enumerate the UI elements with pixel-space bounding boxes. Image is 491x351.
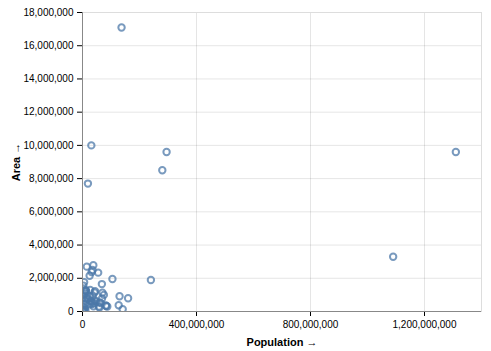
svg-text:4,000,000: 4,000,000	[29, 239, 74, 250]
svg-text:16,000,000: 16,000,000	[23, 40, 73, 51]
svg-text:10,000,000: 10,000,000	[23, 140, 73, 151]
svg-text:0: 0	[80, 319, 86, 330]
svg-text:Population →: Population →	[247, 336, 318, 348]
svg-text:18,000,000: 18,000,000	[23, 7, 73, 18]
svg-text:800,000,000: 800,000,000	[283, 319, 339, 330]
svg-text:14,000,000: 14,000,000	[23, 73, 73, 84]
svg-text:6,000,000: 6,000,000	[29, 206, 74, 217]
svg-text:2,000,000: 2,000,000	[29, 272, 74, 283]
svg-text:0: 0	[68, 306, 74, 317]
svg-text:12,000,000: 12,000,000	[23, 106, 73, 117]
svg-text:400,000,000: 400,000,000	[169, 319, 225, 330]
svg-text:Area →: Area →	[10, 143, 22, 182]
svg-text:1,200,000,000: 1,200,000,000	[393, 319, 457, 330]
svg-text:8,000,000: 8,000,000	[29, 173, 74, 184]
